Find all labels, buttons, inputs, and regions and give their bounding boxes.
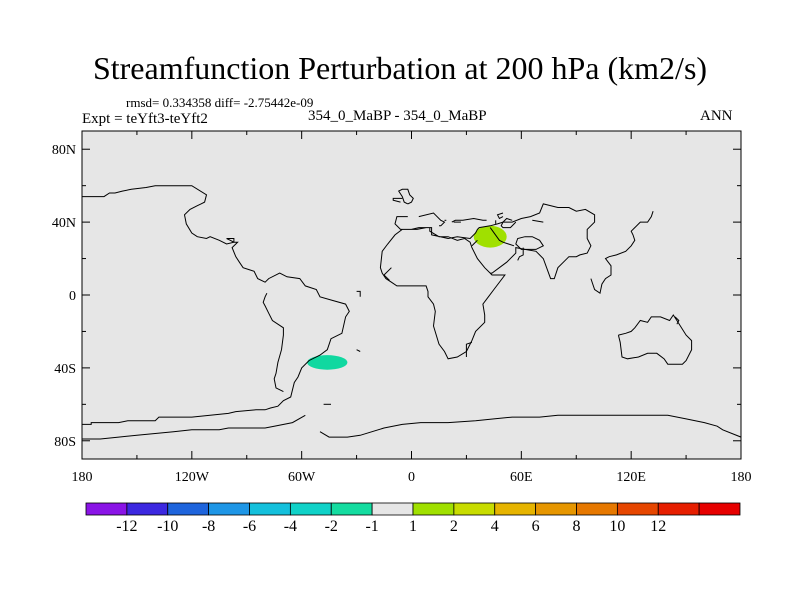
coastline-3 (617, 314, 693, 365)
x-tick-label: 60W (288, 470, 316, 485)
colorbar-box (698, 502, 741, 516)
coastline-20 (383, 267, 392, 281)
y-tick-label: 80S (54, 435, 76, 450)
y-tick-label: 40S (54, 362, 76, 377)
coastline-16 (500, 217, 517, 229)
coastline-8 (319, 414, 622, 438)
colorbar-label: 10 (609, 518, 625, 535)
coastline-18 (489, 227, 515, 247)
coastline-10 (356, 290, 361, 297)
colorbar-box (576, 502, 618, 516)
coastline-24 (496, 212, 504, 220)
coastline-6 (622, 414, 741, 438)
colorbar-box (412, 502, 455, 516)
coastline-7 (82, 414, 306, 440)
colorbar-label: -1 (365, 518, 378, 535)
coastline-13 (418, 212, 446, 227)
coastline-19 (392, 197, 403, 203)
colorbar-box (208, 502, 250, 516)
coastline-0 (82, 185, 350, 425)
colorbar-label: 2 (450, 518, 458, 535)
stats-line: rmsd= 0.334358 diff= -2.75442e-09 (126, 95, 314, 110)
coastline-17 (471, 239, 478, 247)
coastline-22 (465, 341, 473, 357)
x-tick-label: 120E (616, 470, 646, 485)
colorbar-box (371, 502, 414, 516)
coastline-9 (262, 292, 284, 393)
colorbar-box (167, 502, 210, 516)
negative-anomaly-south-atlantic (307, 355, 348, 370)
coastline-4 (397, 188, 414, 205)
coastline-12 (674, 316, 680, 325)
colorbar-label: 4 (491, 518, 499, 535)
x-tick-label: 60E (510, 470, 533, 485)
colorbar-box (249, 502, 291, 516)
colorbar-box (535, 502, 577, 516)
colorbar-box (126, 502, 169, 516)
x-tick-label: 180 (731, 470, 752, 485)
experiment-label: Expt = teYft3-teYft2 (82, 111, 208, 127)
x-tick-label: 180 (72, 470, 93, 485)
colorbar-box (85, 502, 128, 516)
colorbar-box (453, 502, 496, 516)
y-tick-label: 40N (52, 216, 76, 231)
colorbar-label: -4 (284, 518, 297, 535)
coastline-1 (379, 203, 596, 360)
coastline-5 (515, 236, 545, 250)
y-tick-label: 80N (52, 143, 76, 158)
case-label: 354_0_MaBP - 354_0_MaBP (308, 108, 487, 124)
colorbar-box (330, 502, 373, 516)
coastline-14 (451, 217, 487, 223)
colorbar-box (657, 502, 700, 516)
colorbar-label: -6 (243, 518, 256, 535)
colorbar-box (616, 502, 659, 516)
chart-title: Streamfunction Perturbation at 200 hPa (… (92, 50, 708, 86)
colorbar-label: -2 (325, 518, 338, 535)
colorbar-label: -12 (116, 518, 137, 535)
coastline-26 (356, 349, 361, 352)
colorbar-box (494, 502, 537, 516)
x-tick-label: 0 (408, 470, 415, 485)
positive-anomaly-near-east (473, 225, 507, 248)
coastline-21 (517, 247, 524, 261)
x-tick-label: 120W (175, 470, 210, 485)
coastline-2 (590, 211, 654, 295)
colorbar-label: 1 (409, 518, 417, 535)
coastline-27 (532, 219, 544, 223)
colorbar-label: 12 (650, 518, 666, 535)
coastlines (82, 185, 741, 440)
colorbar-label: -8 (202, 518, 215, 535)
plot-background (82, 131, 741, 459)
colorbar-box (289, 502, 332, 516)
colorbar-label: 8 (573, 518, 581, 535)
season-label: ANN (700, 108, 733, 124)
colorbar-label: 6 (532, 518, 540, 535)
colorbar-label: -10 (157, 518, 178, 535)
y-tick-label: 0 (69, 289, 76, 304)
